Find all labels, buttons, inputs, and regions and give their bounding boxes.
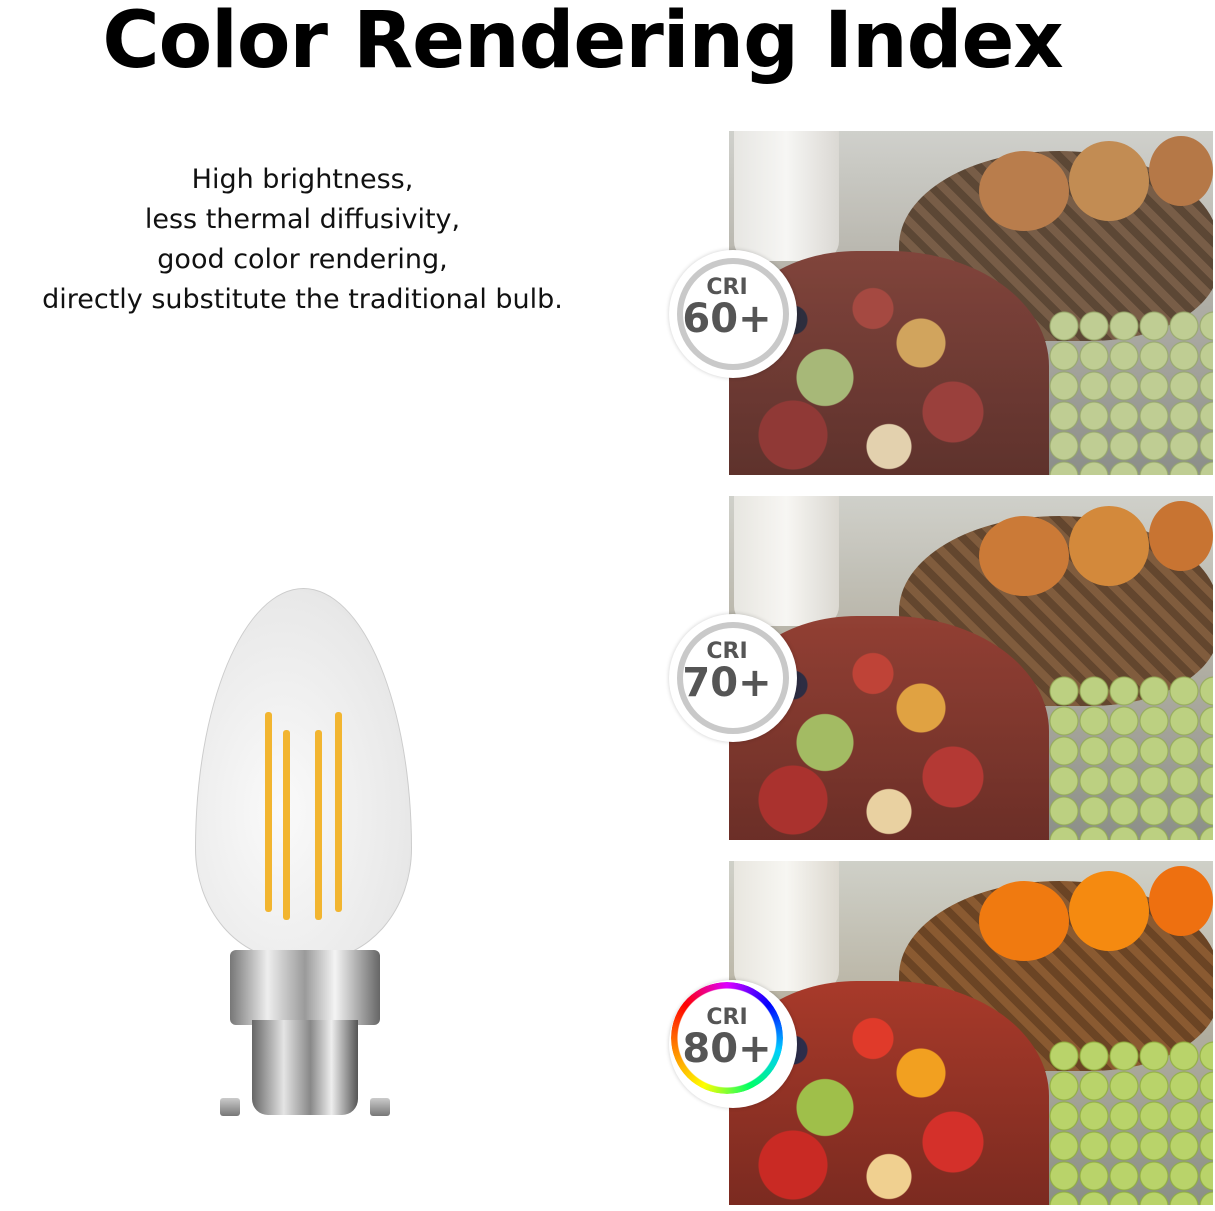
fruit-photo-cri-60 xyxy=(729,131,1213,475)
badge-label: CRI xyxy=(706,639,748,664)
cri-badge-60: CRI 60+ xyxy=(669,250,797,378)
badge-label: CRI xyxy=(706,1005,748,1030)
cri-badge-70: CRI 70+ xyxy=(669,614,797,742)
description-line: High brightness, xyxy=(191,164,414,195)
description-line: directly substitute the traditional bulb… xyxy=(42,284,563,315)
gray-ring-icon xyxy=(677,622,789,734)
description-line: less thermal diffusivity, xyxy=(144,204,461,235)
fruit-photo-cri-80 xyxy=(729,861,1213,1205)
fruit-photo-cri-70 xyxy=(729,496,1213,840)
description-line: good color rendering, xyxy=(157,244,448,275)
badge-value: 60+ xyxy=(682,296,772,342)
badge-label: CRI xyxy=(706,275,748,300)
badge-value: 70+ xyxy=(682,660,772,706)
cri-badge-80: CRI 80+ xyxy=(669,980,797,1108)
gray-ring-icon xyxy=(677,258,789,370)
rainbow-ring-icon xyxy=(671,982,783,1094)
description: High brightness, less thermal diffusivit… xyxy=(0,160,605,320)
page-title: Color Rendering Index xyxy=(102,0,1063,86)
badge-value: 80+ xyxy=(682,1026,772,1072)
